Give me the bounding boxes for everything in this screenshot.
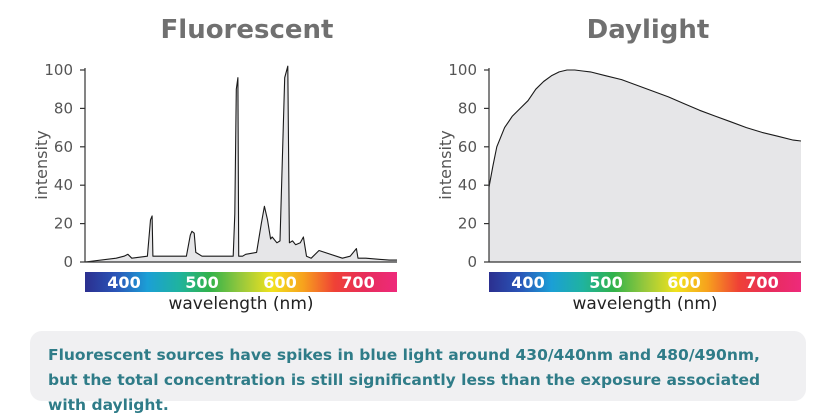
x-axis-label: wavelength (nm) <box>168 294 313 314</box>
spectrum-band <box>85 272 397 292</box>
caption-text: Fluorescent sources have spikes in blue … <box>48 346 761 414</box>
y-tick-label: 0 <box>467 253 477 271</box>
y-tick-label: 100 <box>448 61 477 79</box>
x-tick-label: 500 <box>185 273 218 292</box>
x-tick-label: 700 <box>745 273 778 292</box>
x-axis-label: wavelength (nm) <box>572 294 717 314</box>
y-tick-label: 60 <box>54 138 73 156</box>
fluorescent-chart: Fluorescent intensity 0 20 40 60 80 100 400 500 60… <box>32 15 397 314</box>
caption-box: Fluorescent sources have spikes in blue … <box>30 331 806 414</box>
y-tick-label: 80 <box>54 99 73 117</box>
y-axis-label: intensity <box>436 130 455 199</box>
y-tick-label: 40 <box>54 176 73 194</box>
y-tick-label: 80 <box>458 99 477 117</box>
x-tick-label: 400 <box>107 273 140 292</box>
x-tick-label: 700 <box>341 273 374 292</box>
x-tick-label: 600 <box>263 273 296 292</box>
x-tick-label: 600 <box>667 273 700 292</box>
y-tick-label: 100 <box>44 61 73 79</box>
series-area <box>489 70 801 262</box>
y-axis-label: intensity <box>32 130 51 199</box>
y-tick-label: 60 <box>458 138 477 156</box>
chart-title: Daylight <box>587 15 710 45</box>
y-tick-label: 20 <box>458 215 477 233</box>
y-tick-label: 20 <box>54 215 73 233</box>
daylight-chart: Daylight intensity 0 20 40 60 80 100 400 500 600 70… <box>436 15 802 314</box>
series-line <box>488 69 802 188</box>
y-tick-label: 40 <box>458 176 477 194</box>
chart-title: Fluorescent <box>161 15 334 45</box>
series-area <box>85 66 397 262</box>
y-tick-label: 0 <box>63 253 73 271</box>
spectrum-band <box>489 272 801 292</box>
x-tick-label: 500 <box>589 273 622 292</box>
x-tick-label: 400 <box>511 273 544 292</box>
series-line <box>84 65 397 263</box>
